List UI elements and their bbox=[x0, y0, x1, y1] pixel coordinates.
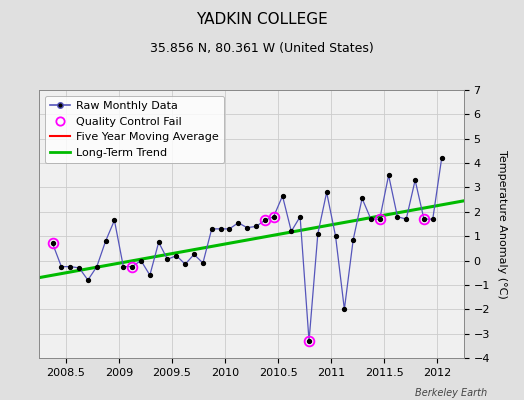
Text: Berkeley Earth: Berkeley Earth bbox=[415, 388, 487, 398]
Text: YADKIN COLLEGE: YADKIN COLLEGE bbox=[196, 12, 328, 27]
Text: 35.856 N, 80.361 W (United States): 35.856 N, 80.361 W (United States) bbox=[150, 42, 374, 55]
Y-axis label: Temperature Anomaly (°C): Temperature Anomaly (°C) bbox=[497, 150, 507, 298]
Legend: Raw Monthly Data, Quality Control Fail, Five Year Moving Average, Long-Term Tren: Raw Monthly Data, Quality Control Fail, … bbox=[45, 96, 224, 163]
